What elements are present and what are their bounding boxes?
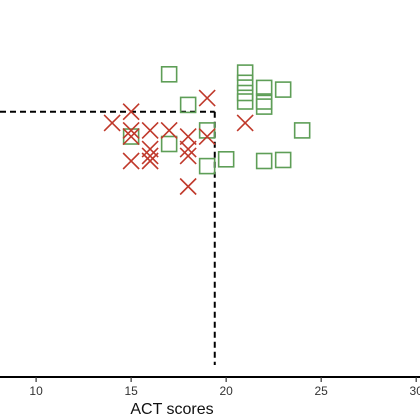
cross-point: [103, 114, 121, 132]
x-tick-label: 10: [29, 384, 43, 398]
x-axis-title: ACT scores: [130, 401, 213, 418]
square-point: [274, 81, 292, 98]
x-tick-label: 15: [124, 384, 138, 398]
plot-points: [103, 64, 311, 196]
cross-point: [198, 89, 216, 107]
x-tick-label: 25: [314, 384, 328, 398]
x-axis: 10 15 20 25 30: [0, 376, 420, 398]
square-point: [293, 122, 311, 139]
cross-point: [179, 140, 197, 158]
cross-point: [141, 121, 159, 139]
cross-point: [179, 127, 197, 146]
cross-point: [236, 114, 254, 132]
square-point: [160, 66, 178, 83]
cross-point: [122, 152, 140, 170]
square-point: [255, 93, 273, 110]
cross-point: [179, 177, 197, 196]
cross-point: [141, 147, 159, 165]
square-point: [236, 84, 254, 102]
square-point: [122, 128, 140, 145]
square-point: [198, 157, 216, 175]
square-point: [179, 96, 197, 114]
square-point: [274, 151, 292, 169]
cross-point: [122, 121, 140, 139]
square-point: [255, 79, 273, 97]
square-point: [236, 64, 254, 81]
square-point: [198, 122, 216, 139]
cross-point: [141, 140, 159, 158]
x-tick-label: 30: [410, 384, 420, 398]
square-point: [217, 151, 235, 168]
square-point: [255, 98, 273, 115]
square-point: [236, 93, 254, 110]
cross-point: [122, 103, 140, 121]
square-point: [255, 152, 273, 170]
cross-point: [141, 152, 159, 170]
threshold-lines: [0, 110, 216, 365]
x-tick-label: 20: [219, 384, 233, 398]
square-point: [160, 135, 178, 153]
cross-point: [198, 127, 216, 146]
cross-point: [122, 127, 140, 146]
cross-point: [160, 121, 178, 139]
cross-point: [179, 147, 197, 165]
square-point: [236, 74, 254, 92]
